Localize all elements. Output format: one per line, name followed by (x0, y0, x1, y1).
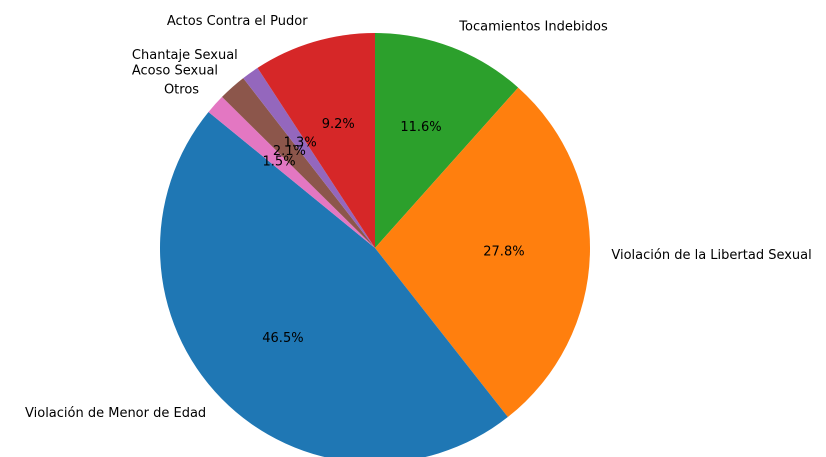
pie-slice (160, 111, 508, 457)
pct-label: 1.3% (284, 135, 317, 150)
pct-label: 2.1% (273, 144, 306, 159)
pie-slice (375, 87, 590, 418)
pie-slice (243, 67, 375, 248)
slice-label: Violación de Menor de Edad (25, 406, 206, 421)
slice-label: Actos Contra el Pudor (167, 14, 308, 29)
pct-label: 1.5% (263, 154, 296, 169)
slice-label: Violación de la Libertad Sexual (611, 248, 811, 263)
slice-label: Tocamientos Indebidos (458, 20, 608, 35)
pct-label: 9.2% (322, 117, 355, 132)
pie-slice (222, 78, 375, 248)
pct-label: 46.5% (262, 331, 303, 346)
slice-label: Otros (164, 82, 199, 97)
pie-slice (375, 33, 519, 248)
pct-label: 11.6% (400, 120, 441, 135)
pie-slice (257, 33, 375, 248)
slice-label: Acoso Sexual (132, 64, 218, 79)
pct-label: 27.8% (483, 245, 524, 260)
slice-label: Chantaje Sexual (132, 48, 238, 63)
pie-slice (208, 96, 375, 248)
